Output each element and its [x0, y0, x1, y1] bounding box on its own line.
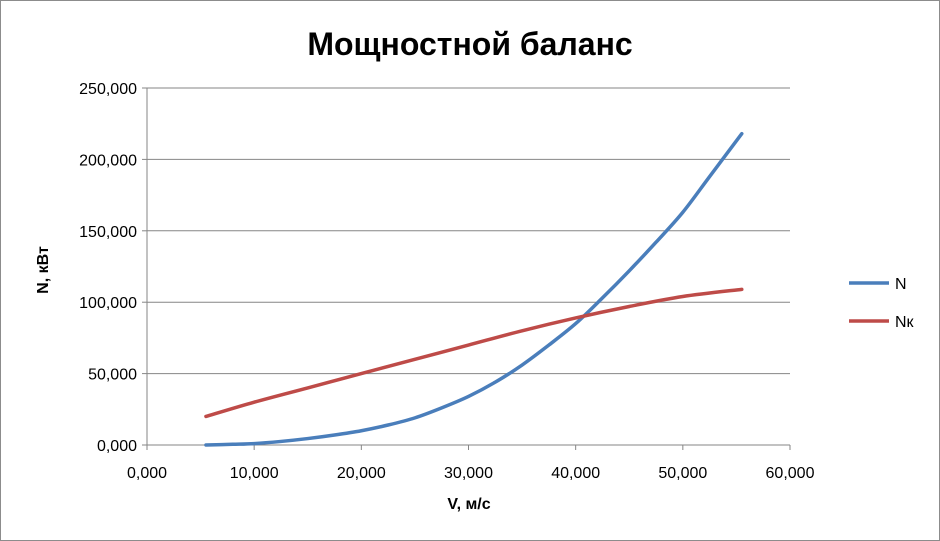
x-tick-label: 20,000 — [337, 465, 386, 482]
y-tick-label: 150,000 — [79, 224, 137, 241]
gridlines — [142, 87, 790, 446]
chart-title: Мощностной баланс — [307, 26, 632, 62]
x-axis-label: V, м/с — [447, 496, 490, 513]
legend: N Nк — [849, 276, 915, 331]
y-tick-label: 250,000 — [79, 81, 137, 98]
x-tick-label: 50,000 — [658, 465, 707, 482]
legend-label-1: N — [895, 276, 907, 293]
x-tick-label: 30,000 — [444, 465, 493, 482]
x-tick-label: 40,000 — [551, 465, 600, 482]
x-tick-label: 0,000 — [127, 465, 167, 482]
y-tick-label: 100,000 — [79, 295, 137, 312]
legend-label-2: Nк — [895, 314, 915, 331]
series-line-1 — [204, 131, 744, 447]
x-tick-labels: 0,000 10,000 20,000 30,000 40,000 50,000 60,00… — [127, 465, 815, 482]
series-lines — [204, 131, 744, 447]
x-tick-label: 60,000 — [766, 465, 815, 482]
y-tick-labels: 0,000 50,000 100,000 150,000 200,000 250,000 — [79, 81, 137, 455]
y-tick-label: 200,000 — [79, 152, 137, 169]
y-tick-label: 50,000 — [88, 367, 137, 384]
y-axis-label: N, кВт — [35, 246, 52, 294]
y-tick-label: 0,000 — [97, 438, 137, 455]
series-line-2 — [204, 287, 744, 419]
x-tick-label: 10,000 — [230, 465, 279, 482]
